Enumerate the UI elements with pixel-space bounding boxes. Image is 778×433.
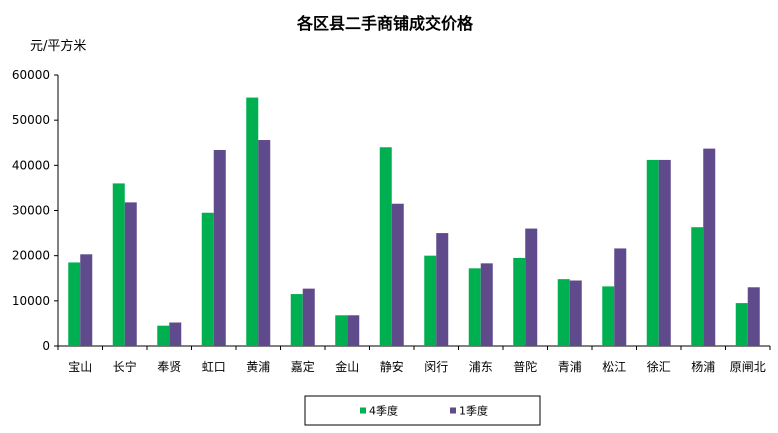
bar-q4 [557, 279, 570, 346]
bar-q4 [201, 212, 214, 346]
bar-q1 [258, 140, 271, 346]
bar-q1 [569, 280, 582, 346]
bar-q1 [525, 228, 538, 346]
bar-q4 [735, 303, 748, 346]
y-tick-label: 0 [42, 339, 50, 353]
x-tick-label: 奉贤 [157, 360, 181, 374]
x-tick-label: 长宁 [113, 359, 137, 374]
bar-q4 [335, 315, 348, 346]
bar-q1 [302, 288, 315, 346]
bar-q1 [169, 322, 182, 346]
plot-area: 0 10000 20000 30000 40000 50000 60000 宝山 长宁 奉贤 虹口 黄… [12, 68, 771, 374]
x-tick-label: 金山 [335, 359, 359, 374]
bar-q4 [513, 257, 526, 346]
x-tick-label: 普陀 [513, 359, 537, 374]
bar-q4 [68, 262, 81, 346]
x-tick-label: 闵行 [424, 359, 448, 374]
bar-q4 [424, 255, 437, 346]
chart-title: 各区县二手商铺成交价格 [296, 14, 474, 33]
x-tick-label: 青浦 [558, 360, 582, 374]
bar-q4 [691, 227, 704, 346]
bar-q1 [391, 203, 404, 346]
x-tick-label: 原闸北 [730, 360, 766, 374]
y-tick-label: 30000 [12, 204, 50, 218]
x-tick-label: 徐汇 [647, 359, 671, 374]
bar-q1 [747, 287, 760, 346]
x-tick-label: 静安 [380, 359, 404, 374]
x-tick-label: 虹口 [202, 360, 226, 374]
x-tick-label: 杨浦 [691, 359, 715, 374]
legend-label: 4季度 [369, 404, 398, 418]
legend-swatch [450, 407, 456, 414]
bar-q1 [614, 248, 627, 346]
legend-label: 1季度 [459, 404, 488, 418]
bar-q1 [347, 315, 360, 346]
bar-q1 [658, 159, 671, 346]
bar-q4 [290, 294, 303, 346]
bar-q1 [703, 148, 716, 346]
bar-q1 [80, 254, 93, 346]
legend-box [304, 395, 541, 426]
y-tick-label: 60000 [12, 68, 50, 82]
x-tick-label: 松江 [602, 360, 626, 374]
bar-q4 [112, 183, 125, 346]
x-tick-label: 宝山 [68, 360, 92, 374]
x-tick-label: 黄浦 [246, 360, 270, 374]
bar-q4 [646, 159, 659, 346]
bar-q1 [480, 263, 493, 346]
y-tick-label: 20000 [12, 249, 50, 263]
bar-q1 [436, 233, 449, 346]
bar-q4 [602, 286, 615, 346]
bar-q4 [379, 147, 392, 346]
bar-q4 [468, 268, 481, 346]
legend: 4季度 1季度 [304, 395, 541, 426]
y-tick-label: 50000 [12, 113, 50, 127]
legend-swatch [360, 407, 366, 414]
y-tick-label: 10000 [12, 294, 50, 308]
bar-q1 [213, 149, 226, 346]
x-tick-label: 嘉定 [291, 359, 315, 374]
bar-q4 [157, 325, 170, 346]
y-tick-label: 40000 [12, 158, 50, 172]
y-axis-unit-label: 元/平方米 [30, 38, 86, 54]
bar-q4 [246, 97, 259, 346]
x-tick-label: 浦东 [469, 360, 493, 374]
bar-q1 [124, 202, 137, 346]
